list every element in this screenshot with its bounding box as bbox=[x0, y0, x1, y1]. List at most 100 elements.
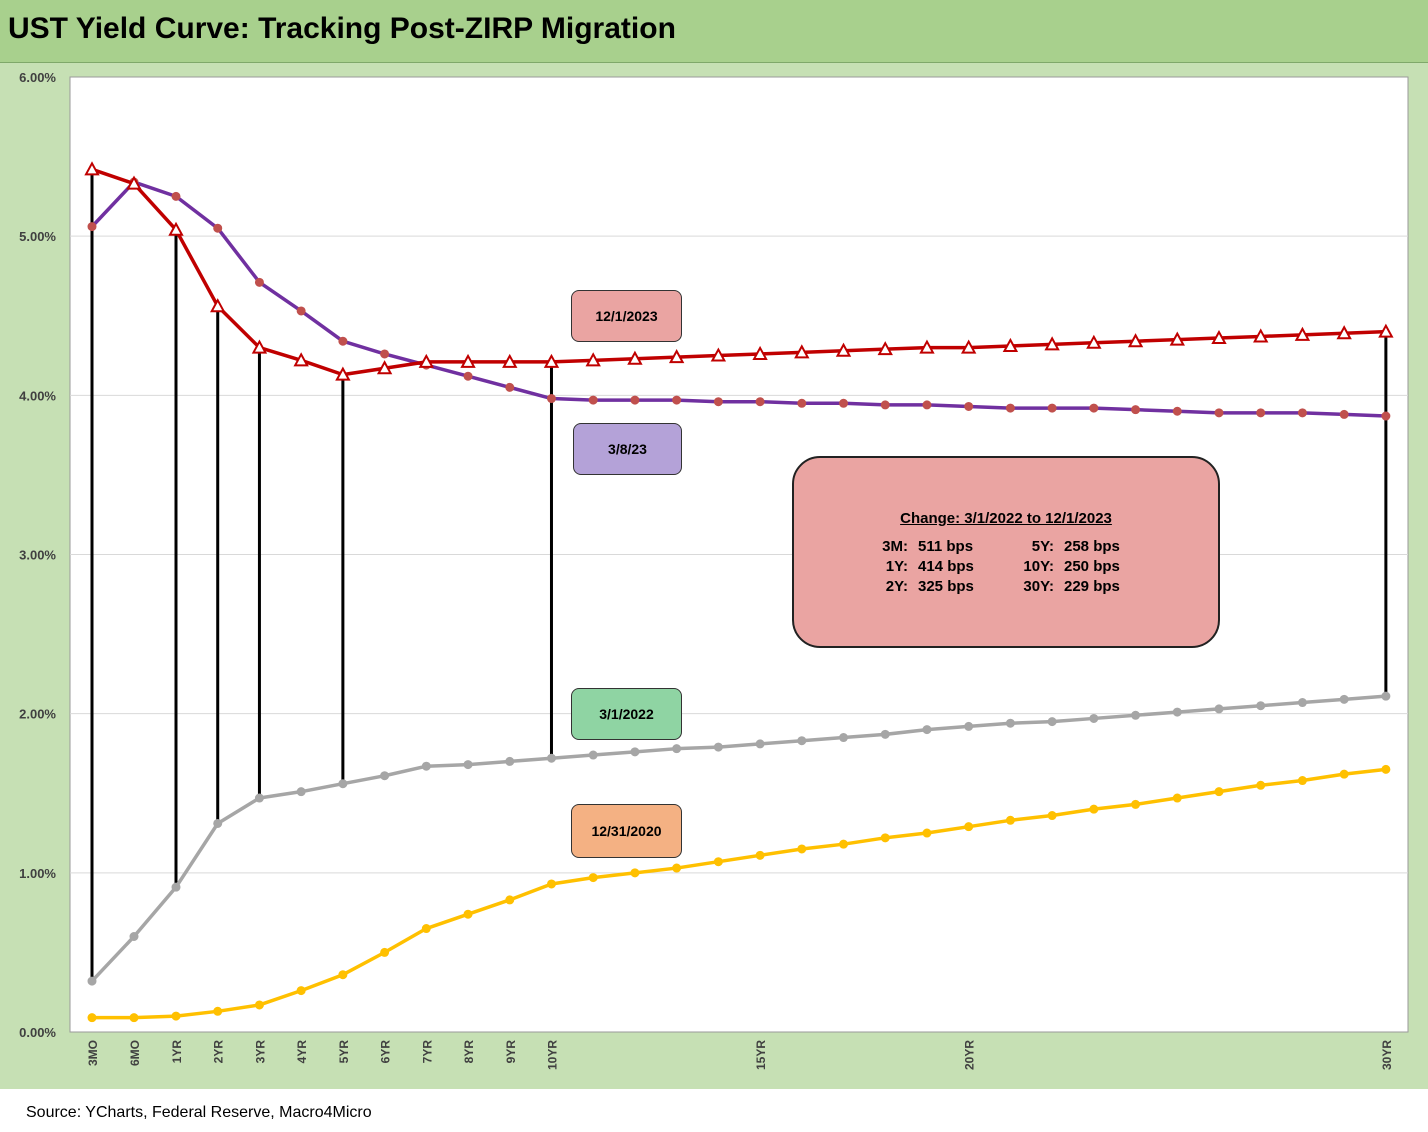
label-3-1-2022: 3/1/2022 bbox=[571, 688, 682, 740]
chart-title: UST Yield Curve: Tracking Post-ZIRP Migr… bbox=[8, 12, 676, 45]
data-point bbox=[1294, 326, 1311, 341]
data-point bbox=[1047, 811, 1057, 821]
data-point bbox=[964, 721, 974, 731]
change-row-cell: 3M: bbox=[882, 538, 908, 555]
data-point bbox=[380, 349, 390, 359]
data-point bbox=[919, 339, 935, 354]
series-line bbox=[91, 167, 1386, 377]
data-point bbox=[922, 400, 932, 410]
data-point bbox=[672, 395, 682, 405]
data-point bbox=[421, 924, 431, 934]
x-tick-label: 1YR bbox=[170, 1040, 184, 1064]
title-bar: UST Yield Curve: Tracking Post-ZIRP Migr… bbox=[0, 0, 1428, 63]
y-tick-label: 6.00% bbox=[19, 70, 56, 85]
data-point bbox=[960, 339, 977, 354]
data-point bbox=[1339, 694, 1349, 704]
data-point bbox=[126, 175, 142, 190]
data-point bbox=[1131, 405, 1141, 415]
y-tick-label: 0.00% bbox=[19, 1025, 56, 1040]
change-annotation: Change: 3/1/2022 to 12/1/2023 3M: 511 bps… bbox=[792, 456, 1220, 648]
data-point bbox=[839, 733, 849, 743]
series-line bbox=[92, 767, 1387, 1020]
data-point bbox=[296, 787, 306, 797]
data-point bbox=[1256, 780, 1266, 790]
data-point bbox=[296, 306, 306, 316]
data-point bbox=[254, 1000, 264, 1010]
data-point bbox=[630, 868, 640, 878]
change-title: Change: 3/1/2022 to 12/1/2023 bbox=[900, 510, 1112, 527]
data-point bbox=[335, 366, 351, 381]
data-point bbox=[713, 857, 723, 867]
data-point bbox=[1044, 336, 1060, 351]
label-3-8-23: 3/8/23 bbox=[573, 423, 682, 475]
data-point bbox=[505, 382, 515, 392]
data-point bbox=[213, 818, 223, 828]
x-tick-label: 10YR bbox=[545, 1040, 559, 1070]
data-point bbox=[380, 947, 390, 957]
data-point bbox=[1005, 403, 1015, 413]
x-tick-label: 4YR bbox=[295, 1040, 309, 1064]
data-point bbox=[543, 353, 560, 368]
data-point bbox=[296, 986, 306, 996]
data-point bbox=[1047, 717, 1057, 727]
change-row-cell: 250 bps bbox=[1064, 558, 1120, 575]
data-point bbox=[797, 736, 807, 746]
x-tick-label: 9YR bbox=[504, 1040, 518, 1064]
data-point bbox=[922, 725, 932, 735]
x-tick-label: 7YR bbox=[420, 1040, 434, 1064]
data-point bbox=[1381, 411, 1391, 421]
series-line bbox=[90, 180, 1386, 418]
x-tick-label: 30YR bbox=[1380, 1040, 1394, 1070]
data-point bbox=[210, 298, 226, 313]
data-point bbox=[213, 1006, 223, 1016]
data-point bbox=[1172, 406, 1182, 416]
change-row-cell: 10Y: bbox=[1023, 558, 1054, 575]
data-point bbox=[338, 779, 348, 789]
data-point bbox=[1297, 698, 1307, 708]
change-row-cell: 2Y: bbox=[885, 578, 908, 595]
data-point bbox=[1381, 691, 1391, 701]
label-12-1-2023: 12/1/2023 bbox=[571, 290, 682, 342]
y-tick-label: 4.00% bbox=[19, 388, 56, 403]
change-row-cell: 1Y: bbox=[885, 558, 908, 575]
data-point bbox=[1169, 331, 1185, 346]
data-point bbox=[755, 397, 765, 407]
data-point bbox=[588, 873, 598, 883]
data-point bbox=[1002, 337, 1019, 352]
x-tick-label: 8YR bbox=[462, 1040, 476, 1064]
data-point bbox=[1131, 710, 1141, 720]
data-point bbox=[588, 395, 598, 405]
data-point bbox=[293, 352, 309, 367]
change-row-cell: 5Y: bbox=[1031, 538, 1054, 555]
data-point bbox=[338, 336, 348, 346]
data-point bbox=[546, 394, 556, 404]
label-12-31-2020: 12/31/2020 bbox=[571, 804, 682, 858]
data-point bbox=[1172, 707, 1182, 717]
label-12-1-2023-text: 12/1/2023 bbox=[595, 308, 658, 324]
data-point bbox=[1005, 815, 1015, 825]
change-row-cell: 258 bps bbox=[1064, 538, 1120, 555]
data-point bbox=[964, 822, 974, 832]
data-point bbox=[505, 756, 515, 766]
data-point bbox=[421, 761, 431, 771]
y-tick-label: 5.00% bbox=[19, 229, 56, 244]
data-point bbox=[1297, 408, 1307, 418]
data-point bbox=[502, 353, 518, 368]
data-point bbox=[713, 742, 723, 752]
data-point bbox=[839, 839, 849, 849]
data-point bbox=[1211, 329, 1227, 345]
x-tick-label: 20YR bbox=[963, 1040, 977, 1070]
data-point bbox=[752, 345, 768, 360]
change-row-cell: 229 bps bbox=[1064, 578, 1120, 595]
data-point bbox=[880, 400, 890, 410]
data-point bbox=[460, 353, 476, 368]
change-row-cell: 414 bps bbox=[918, 558, 974, 575]
data-point bbox=[87, 222, 97, 232]
data-point bbox=[505, 895, 515, 905]
data-point bbox=[877, 341, 893, 356]
data-point bbox=[797, 398, 807, 408]
data-point bbox=[755, 850, 765, 860]
x-tick-label: 6YR bbox=[379, 1040, 393, 1064]
data-point bbox=[546, 753, 556, 763]
data-point bbox=[1256, 701, 1266, 711]
